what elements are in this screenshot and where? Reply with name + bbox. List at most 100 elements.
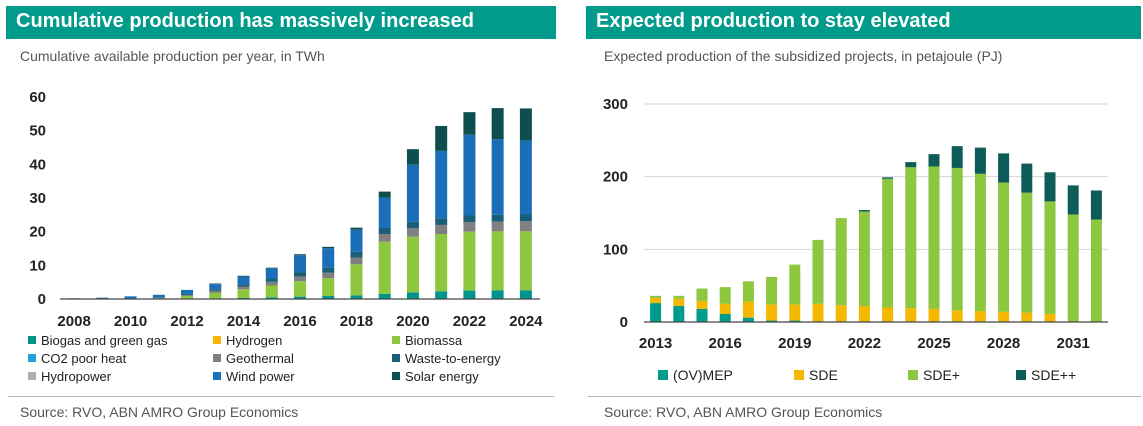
right-bar-segment — [882, 177, 894, 179]
left-legend-swatch — [213, 354, 221, 362]
right-bar-segment — [650, 298, 662, 304]
right-bar-segment — [882, 178, 894, 308]
right-legend-label: (OV)MEP — [673, 367, 733, 383]
right-legend-swatch — [1016, 370, 1026, 380]
right-bar-segment — [1021, 163, 1033, 193]
left-x-tick-label: 2024 — [509, 313, 543, 330]
right-bar-segment — [766, 320, 778, 322]
left-legend-label: CO2 poor heat — [41, 351, 127, 366]
right-bar-segment — [742, 281, 754, 302]
left-bar-segment — [350, 251, 363, 258]
left-legend-swatch — [28, 372, 36, 380]
left-bar-segment — [124, 296, 137, 299]
left-source-note: Source: RVO, ABN AMRO Group Economics — [20, 404, 299, 420]
right-bar-segment — [766, 304, 778, 321]
left-bar-segment — [463, 112, 476, 135]
right-bar-segment — [696, 308, 708, 322]
left-bar-segment — [237, 276, 250, 285]
left-bar-segment — [265, 285, 278, 298]
left-bar-segment — [322, 267, 335, 273]
left-bar-segment — [237, 289, 250, 298]
left-y-tick-label: 20 — [29, 224, 46, 241]
right-bar-segment — [858, 210, 870, 212]
left-bar-segment — [491, 214, 504, 222]
left-bar-segment — [152, 294, 165, 298]
left-legend-label: Geothermal — [226, 351, 294, 366]
right-bar-segment — [812, 303, 824, 322]
right-legend-swatch — [908, 370, 918, 380]
right-bar-segment — [998, 311, 1010, 322]
left-legend-label: Biogas and green gas — [41, 333, 168, 348]
right-bar-segment — [1090, 219, 1102, 322]
left-legend-swatch — [28, 336, 36, 344]
right-bar-segment — [928, 154, 940, 167]
left-bar-segment — [378, 227, 391, 235]
left-bar-segment — [435, 218, 448, 225]
left-bar-segment — [265, 267, 278, 269]
right-bar-segment — [858, 306, 870, 322]
left-divider — [8, 396, 554, 397]
left-bar-segment — [435, 224, 448, 235]
left-legend-swatch — [213, 336, 221, 344]
left-chart-title: Cumulative production has massively incr… — [16, 10, 474, 32]
left-bar-segment — [491, 290, 504, 299]
right-bar-segment — [928, 308, 940, 322]
left-bar-segment — [350, 227, 363, 230]
right-x-tick-label: 2013 — [639, 335, 672, 352]
left-bar-segment — [463, 290, 476, 299]
left-legend-swatch — [392, 336, 400, 344]
right-bar-segment — [696, 300, 708, 309]
left-bar-segment — [519, 221, 532, 232]
left-chart-svg: 0 10 20 30 40 50 60 2008 2010 2012 2014 2016 2018 202… — [28, 89, 543, 384]
left-bar-segment — [435, 125, 448, 151]
left-x-tick-label: 2010 — [114, 313, 147, 330]
left-bar-segment — [350, 229, 363, 252]
right-y-tick-label: 200 — [603, 169, 628, 186]
left-bar-segment — [519, 108, 532, 141]
left-legend-label: Biomassa — [405, 333, 463, 348]
right-bar-segment — [650, 303, 662, 322]
left-legend-label: Hydropower — [41, 369, 112, 384]
left-bar-segment — [519, 214, 532, 222]
right-y-tick-label: 100 — [603, 241, 628, 258]
right-bar-segment — [905, 167, 917, 309]
right-bar-segment — [1090, 190, 1102, 220]
left-x-tick-label: 2018 — [340, 313, 373, 330]
left-bar-segment — [181, 293, 194, 295]
right-bar-segment — [1021, 312, 1033, 322]
right-bar-segment — [673, 306, 685, 322]
left-bar-segment — [265, 268, 278, 279]
right-bar-segment — [719, 303, 731, 314]
left-bar-segment — [265, 297, 278, 299]
left-bar-segment — [181, 295, 194, 299]
right-legend-swatch — [658, 370, 668, 380]
right-x-tick-label: 2019 — [778, 335, 811, 352]
right-bar-segment — [789, 304, 801, 321]
right-bar-segment — [1044, 314, 1056, 322]
left-legend-label: Solar energy — [405, 369, 479, 384]
left-bar-segment — [209, 289, 222, 291]
right-legend-label: SDE+ — [923, 367, 960, 383]
left-y-tick-label: 50 — [29, 123, 46, 140]
left-bar-segment — [406, 228, 419, 237]
right-chart-svg: 0 100 200 300 2013 2016 2019 2022 2025 2028 2031 (O… — [603, 96, 1108, 383]
left-chart-panel: Cumulative production has massively incr… — [0, 0, 556, 426]
left-bar-segment — [435, 291, 448, 299]
left-bar-segment — [237, 284, 250, 287]
left-x-tick-label: 2012 — [170, 313, 203, 330]
left-bar-segment — [322, 295, 335, 299]
left-bar-segment — [294, 296, 306, 299]
right-x-tick-label: 2016 — [709, 335, 742, 352]
left-bar-segment — [294, 254, 306, 256]
right-y-tick-label: 300 — [603, 96, 628, 113]
left-x-tick-label: 2014 — [227, 313, 261, 330]
left-bar-segment — [209, 290, 222, 293]
right-chart-title: Expected production to stay elevated — [596, 10, 951, 32]
left-bar-segment — [406, 236, 419, 293]
left-bar-segment — [96, 297, 109, 299]
left-bar-segment — [322, 246, 335, 249]
right-bar-segment — [696, 288, 708, 301]
left-bar-segment — [378, 234, 391, 242]
left-legend-swatch — [28, 354, 36, 362]
right-legend-label: SDE — [809, 367, 838, 383]
